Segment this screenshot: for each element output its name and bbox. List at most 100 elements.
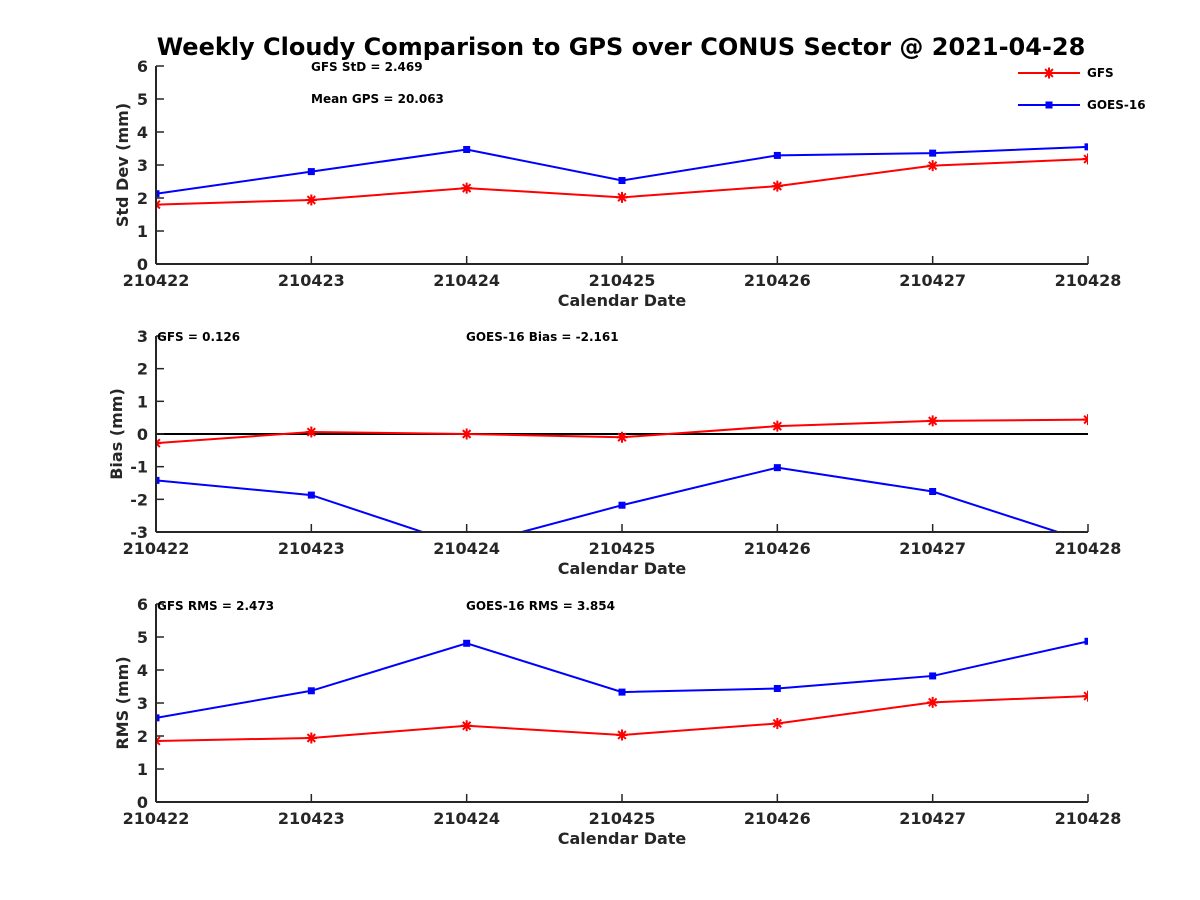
data-point-goes-16-210427 [929,672,937,680]
y-tick-label: 0 [137,793,148,812]
data-point-goes-16-210427 [929,149,937,157]
y-tick-label: -3 [130,523,148,542]
x-tick-label: 210423 [278,271,345,290]
x-axis-label: Calendar Date [558,829,687,848]
x-tick-label: 210424 [433,271,500,290]
data-point-goes-16-210423 [307,168,315,176]
legend-marker-goes16 [1045,101,1053,109]
panel-rms: 0 1 2 3 4 5 6 210422 210423 210424 210425 210426 210… [113,595,1121,848]
y-tick-label: 6 [137,57,148,76]
legend-label-gfs: GFS [1087,66,1114,80]
y-axis-label: Std Dev (mm) [113,103,132,227]
y-tick-label: 3 [137,156,148,175]
y-tick-label: -2 [130,490,148,509]
x-tick-label: 210425 [589,539,656,558]
y-tick-label: 0 [137,255,148,274]
x-tick-label: 210422 [123,539,190,558]
x-tick-label: 210422 [123,271,190,290]
data-point-gfs-210424 [461,182,473,194]
legend-label-goes16: GOES-16 [1087,98,1146,112]
legend: GFS GOES-16 [1018,66,1146,112]
data-point-goes-16-210426 [773,464,781,472]
series-line-goes-16 [156,640,1088,719]
data-point-gfs-210427 [927,415,939,427]
data-point-goes-16-210422 [156,190,160,198]
annotation-mean-gps: Mean GPS = 20.063 [311,92,444,106]
data-point-gfs-210425 [616,191,628,203]
data-point-gfs-210423 [305,426,317,438]
panel-bias: -3 -2 -1 0 1 2 3 210422 210423 210424 210425 210426… [107,327,1121,578]
x-tick-label: 210422 [123,809,190,828]
x-tick-label: 210425 [589,809,656,828]
data-point-gfs-210428 [1082,690,1088,702]
y-tick-label: 4 [137,661,148,680]
data-point-gfs-210427 [927,160,939,172]
annotation-gfs-rms: GFS RMS = 2.473 [157,599,274,613]
x-tick-label: 210424 [433,809,500,828]
y-tick-label: 1 [137,222,148,241]
data-point-goes-16-210422 [156,476,160,484]
data-point-goes-16-210422 [156,714,160,722]
x-axis-label: Calendar Date [558,559,687,578]
y-tick-label: 2 [137,727,148,746]
data-point-gfs-210428 [1082,153,1088,165]
data-point-goes-16-210425 [618,688,626,696]
x-tick-label: 210426 [744,539,811,558]
x-tick-label: 210424 [433,539,500,558]
y-tick-label: 1 [137,392,148,411]
y-tick-label: 5 [137,628,148,647]
data-point-goes-16-210426 [773,151,781,159]
y-tick-label: 6 [137,595,148,614]
y-tick-label: 4 [137,123,148,142]
data-point-goes-16-210424 [463,145,471,153]
data-point-gfs-210428 [1082,414,1088,426]
data-point-goes-16-210423 [307,491,315,499]
annotation-goes16-bias: GOES-16 Bias = -2.161 [466,330,619,344]
data-point-goes-16-210427 [929,487,937,495]
y-tick-label: 0 [137,425,148,444]
figure-title: Weekly Cloudy Comparison to GPS over CON… [157,33,1086,61]
legend-entry-gfs: GFS [1018,66,1114,80]
data-point-goes-16-210428 [1084,637,1088,645]
data-point-gfs-210426 [771,717,783,729]
legend-entry-goes16: GOES-16 [1018,98,1146,112]
x-axis-label: Calendar Date [558,291,687,310]
y-tick-label: 2 [137,360,148,379]
x-tick-label: 210423 [278,539,345,558]
data-point-gfs-210425 [616,431,628,443]
annotation-goes16-rms: GOES-16 RMS = 3.854 [466,599,615,613]
x-tick-label: 210426 [744,809,811,828]
data-point-goes-16-210425 [618,177,626,185]
y-axis-label: RMS (mm) [113,656,132,749]
series-line-goes-16 [156,145,1088,195]
x-tick-label: 210427 [899,809,966,828]
data-point-goes-16-210424 [463,639,471,647]
data-point-gfs-210427 [927,696,939,708]
x-tick-label: 210428 [1055,809,1122,828]
x-tick-label: 210427 [899,539,966,558]
y-tick-label: 5 [137,90,148,109]
x-tick-label: 210428 [1055,271,1122,290]
x-tick-label: 210423 [278,809,345,828]
data-point-gfs-210424 [461,428,473,440]
y-tick-label: 1 [137,760,148,779]
y-tick-label: 3 [137,327,148,346]
data-point-goes-16-210423 [307,687,315,695]
y-tick-label: 3 [137,694,148,713]
y-axis-label: Bias (mm) [107,388,126,480]
y-tick-label: -1 [130,458,148,477]
x-tick-label: 210428 [1055,539,1122,558]
data-point-gfs-210425 [616,729,628,741]
data-point-gfs-210423 [305,194,317,206]
x-tick-label: 210427 [899,271,966,290]
panel-std-dev: 0 1 2 3 4 5 6 210422 210423 210424 210425 210426 210… [113,57,1121,310]
data-point-gfs-210426 [771,420,783,432]
data-point-goes-16-210426 [773,684,781,692]
data-point-goes-16-210425 [618,501,626,509]
x-tick-label: 210426 [744,271,811,290]
legend-marker-gfs [1043,67,1055,79]
data-point-goes-16-210428 [1084,143,1088,151]
data-point-gfs-210426 [771,180,783,192]
legend-marker-shape-gfs [1043,67,1055,79]
